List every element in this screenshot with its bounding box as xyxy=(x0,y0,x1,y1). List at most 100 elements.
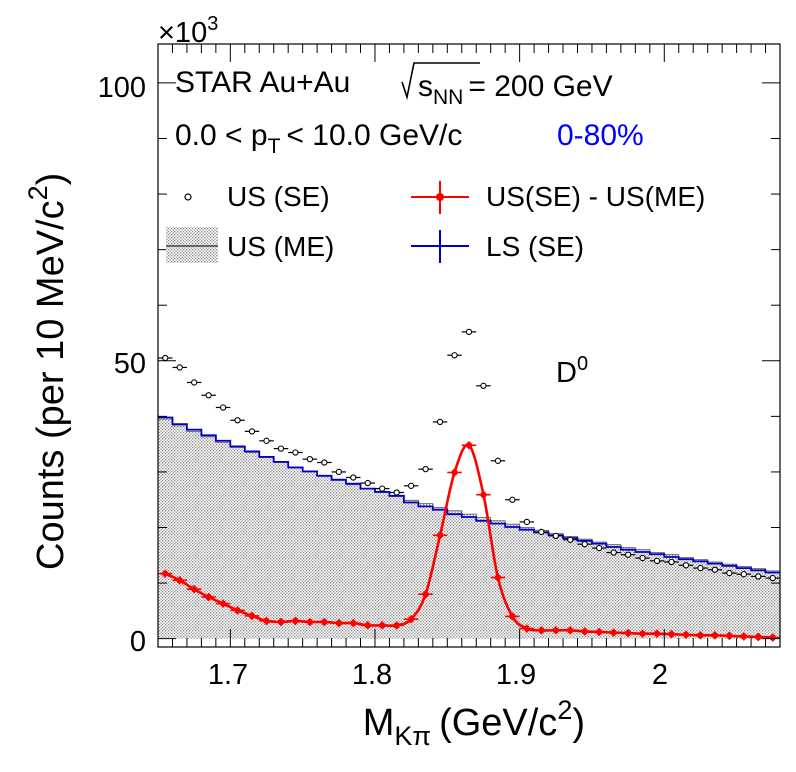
us-diff-point xyxy=(610,629,617,636)
x-tick-label-1.7: 1.7 xyxy=(208,659,248,691)
us-diff-point xyxy=(277,618,285,626)
y-axis-title: Counts (per 10 MeV/c2) xyxy=(23,173,72,570)
us-se-point xyxy=(682,562,690,569)
us-diff-point xyxy=(595,628,603,636)
us-diff-point xyxy=(292,617,299,625)
us-diff-point xyxy=(480,491,487,498)
x-axis-title: MKπ (GeV/c2) xyxy=(363,695,585,751)
x-tick-label-1.9: 1.9 xyxy=(496,659,536,691)
y-tick-label-100: 100 xyxy=(98,72,146,104)
us-se-point xyxy=(292,449,299,456)
us-diff-point xyxy=(509,613,516,620)
us-diff-series xyxy=(158,441,780,642)
us-se-point xyxy=(711,566,719,573)
us-diff-point xyxy=(668,631,675,638)
us-diff-point xyxy=(769,634,776,641)
x-tick-label-1.8: 1.8 xyxy=(352,659,392,691)
pt-range-label: 0.0 < pT < 10.0 GeV/c xyxy=(175,119,462,158)
y-tick-labels: 100 50 0 xyxy=(98,72,146,658)
us-diff-point xyxy=(653,630,661,637)
legend-marker-red-dot xyxy=(436,193,444,201)
us-se-point xyxy=(596,544,603,552)
us-diff-point xyxy=(465,442,473,449)
us-diff-point xyxy=(624,629,632,637)
us-diff-point xyxy=(219,600,227,607)
legend-item-us-me: US (ME) xyxy=(166,227,334,263)
us-diff-point xyxy=(422,591,429,598)
legend-label-diff: US(SE) - US(ME) xyxy=(486,181,705,212)
us-diff-point xyxy=(205,593,212,601)
us-diff-point xyxy=(176,577,183,584)
us-se-point xyxy=(277,445,285,452)
us-diff-point xyxy=(379,622,386,629)
us-diff-point xyxy=(350,619,357,627)
us-diff-point xyxy=(162,570,169,577)
us-diff-point xyxy=(552,627,559,634)
us-se-point xyxy=(176,364,183,371)
y-tick-label-0: 0 xyxy=(130,626,146,658)
us-diff-point xyxy=(321,618,328,626)
us-se-point xyxy=(248,428,256,435)
us-diff-point xyxy=(581,628,588,635)
us-diff-point xyxy=(248,612,256,620)
us-se-point xyxy=(581,541,588,548)
us-se-point xyxy=(407,482,415,489)
legend: US (SE) US (ME) US(SE) - US(ME) LS (SE) xyxy=(166,181,705,263)
us-se-point xyxy=(567,536,574,543)
legend-item-ls-se: LS (SE) xyxy=(411,230,584,263)
us-se-point xyxy=(436,418,444,426)
ls-se-series xyxy=(158,416,780,574)
us-se-point xyxy=(162,354,169,362)
us-se-point xyxy=(653,557,661,565)
us-diff-point xyxy=(538,627,545,634)
us-diff-point xyxy=(755,633,762,641)
us-diff-point xyxy=(335,619,343,627)
us-se-point xyxy=(740,571,747,578)
us-se-point xyxy=(552,532,559,539)
us-diff-point xyxy=(697,632,704,639)
us-se-point xyxy=(480,382,487,389)
us-se-point xyxy=(393,489,400,496)
us-se-point xyxy=(755,573,762,580)
us-se-series xyxy=(158,328,780,582)
us-se-point xyxy=(350,474,357,481)
us-se-point xyxy=(523,518,531,526)
us-se-point xyxy=(219,404,227,411)
us-se-point xyxy=(205,392,212,399)
us-se-point xyxy=(668,558,675,566)
us-se-point xyxy=(726,569,733,577)
us-se-point xyxy=(306,456,314,463)
legend-marker-hatched-box xyxy=(166,227,218,263)
us-diff-point xyxy=(393,622,400,629)
us-se-point xyxy=(263,437,270,444)
us-diff-point xyxy=(682,631,690,638)
y-tick-label-50: 50 xyxy=(114,348,146,380)
energy-label: sNN = 200 GeV xyxy=(401,62,613,109)
us-se-point xyxy=(697,564,704,572)
legend-item-us-se: US (SE) xyxy=(184,181,330,212)
us-se-point xyxy=(624,551,632,558)
particle-label: D0 xyxy=(556,353,588,389)
us-diff-point xyxy=(740,633,748,640)
us-se-point xyxy=(379,485,386,492)
us-diff-point xyxy=(234,607,241,614)
plot-frame xyxy=(157,43,781,648)
us-diff-point xyxy=(494,574,502,581)
us-se-point xyxy=(335,468,342,476)
us-diff-point xyxy=(639,630,646,637)
legend-label-ls-se: LS (SE) xyxy=(486,231,584,262)
legend-label-us-se: US (SE) xyxy=(227,181,330,212)
sqrt-sign xyxy=(401,62,480,101)
svg-text:sNN= 200 GeV: sNN = 200 GeV xyxy=(418,70,613,109)
x-tick-labels: 1.7 1.8 1.9 2 xyxy=(208,659,668,691)
us-se-point xyxy=(509,496,516,503)
us-se-point xyxy=(769,574,776,582)
centrality-label: 0-80% xyxy=(557,119,644,152)
us-se-point xyxy=(234,417,241,424)
legend-marker-open-circle xyxy=(184,193,192,201)
experiment-label: STAR Au+Au xyxy=(175,66,350,99)
us-diff-point xyxy=(567,627,574,634)
us-diff-point xyxy=(306,618,314,626)
us-me-fill xyxy=(158,419,780,639)
x-tick-label-2: 2 xyxy=(652,659,668,691)
